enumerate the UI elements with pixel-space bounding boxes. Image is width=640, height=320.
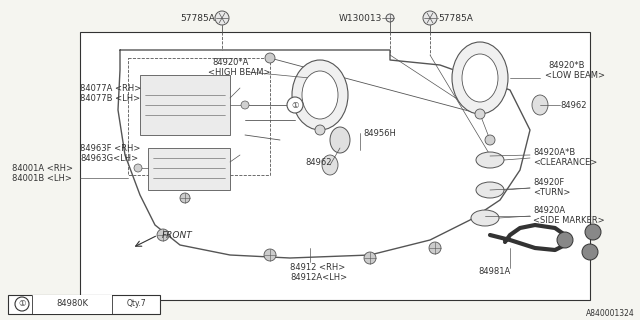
Text: <CLEARANCE>: <CLEARANCE> [533,157,597,166]
Text: 84912A<LH>: 84912A<LH> [290,274,347,283]
Ellipse shape [330,127,350,153]
Text: <TURN>: <TURN> [533,188,570,196]
Text: 57785A: 57785A [438,13,473,22]
Bar [80,32,590,300]
Text: 84963G<LH>: 84963G<LH> [80,154,138,163]
Text: ①: ① [19,300,26,308]
Circle shape [315,125,325,135]
Text: 84962: 84962 [305,157,332,166]
Circle shape [265,53,275,63]
Circle shape [557,232,573,248]
Text: 84077B <LH>: 84077B <LH> [80,93,140,102]
Circle shape [485,135,495,145]
Text: 57785A: 57785A [180,13,215,22]
Circle shape [180,193,190,203]
Circle shape [364,252,376,264]
Text: 84962: 84962 [560,100,586,109]
Text: 84920A: 84920A [533,205,565,214]
Bar [32,295,112,314]
Text: ①: ① [291,100,299,109]
Bar [8,295,160,314]
Text: 84077A <RH>: 84077A <RH> [80,84,141,92]
Ellipse shape [476,152,504,168]
Text: W130013: W130013 [339,13,382,22]
Ellipse shape [452,42,508,114]
Circle shape [386,14,394,22]
Bar [140,75,230,135]
Circle shape [157,229,169,241]
Circle shape [215,11,229,25]
Ellipse shape [462,54,498,102]
Circle shape [475,109,485,119]
Text: 84980K: 84980K [56,300,88,308]
Circle shape [582,244,598,260]
Text: 84963F <RH>: 84963F <RH> [80,143,140,153]
Circle shape [585,224,601,240]
Text: 84920*A: 84920*A [212,58,248,67]
Text: 84920A*B: 84920A*B [533,148,575,156]
Circle shape [15,297,29,311]
Text: 84912 <RH>: 84912 <RH> [290,263,345,273]
Circle shape [241,101,249,109]
Text: <HIGH BEAM>: <HIGH BEAM> [208,68,271,76]
Text: 84001B <LH>: 84001B <LH> [12,173,72,182]
Bar [128,58,270,175]
Text: <LOW BEAM>: <LOW BEAM> [545,70,605,79]
Text: <SIDE MARKER>: <SIDE MARKER> [533,215,605,225]
Text: Qty.7: Qty.7 [126,300,146,308]
Ellipse shape [302,71,338,119]
Ellipse shape [471,210,499,226]
Text: FRONT: FRONT [162,230,193,239]
Circle shape [287,97,303,113]
Text: 84981A: 84981A [478,268,510,276]
Text: 84001A <RH>: 84001A <RH> [12,164,73,172]
Text: A840001324: A840001324 [586,309,635,318]
Text: 84920*B: 84920*B [548,60,584,69]
Circle shape [429,242,441,254]
Bar [148,148,230,190]
Ellipse shape [476,182,504,198]
Ellipse shape [532,95,548,115]
Ellipse shape [292,60,348,130]
Circle shape [134,164,142,172]
Text: 84956H: 84956H [363,129,396,138]
Circle shape [423,11,437,25]
Circle shape [264,249,276,261]
Ellipse shape [322,155,338,175]
Text: 84920F: 84920F [533,178,564,187]
